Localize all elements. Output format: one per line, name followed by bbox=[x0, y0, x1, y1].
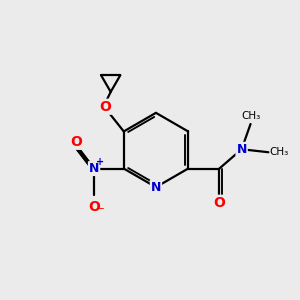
Text: O: O bbox=[88, 200, 100, 214]
Text: N: N bbox=[236, 143, 247, 156]
Text: N: N bbox=[151, 181, 161, 194]
Text: O: O bbox=[99, 100, 111, 114]
Text: ⁻: ⁻ bbox=[97, 205, 104, 218]
Text: N: N bbox=[89, 162, 99, 175]
Text: O: O bbox=[213, 196, 225, 210]
Text: CH₃: CH₃ bbox=[270, 147, 289, 157]
Text: O: O bbox=[70, 135, 82, 149]
Text: +: + bbox=[96, 157, 104, 167]
Text: CH₃: CH₃ bbox=[241, 111, 260, 121]
